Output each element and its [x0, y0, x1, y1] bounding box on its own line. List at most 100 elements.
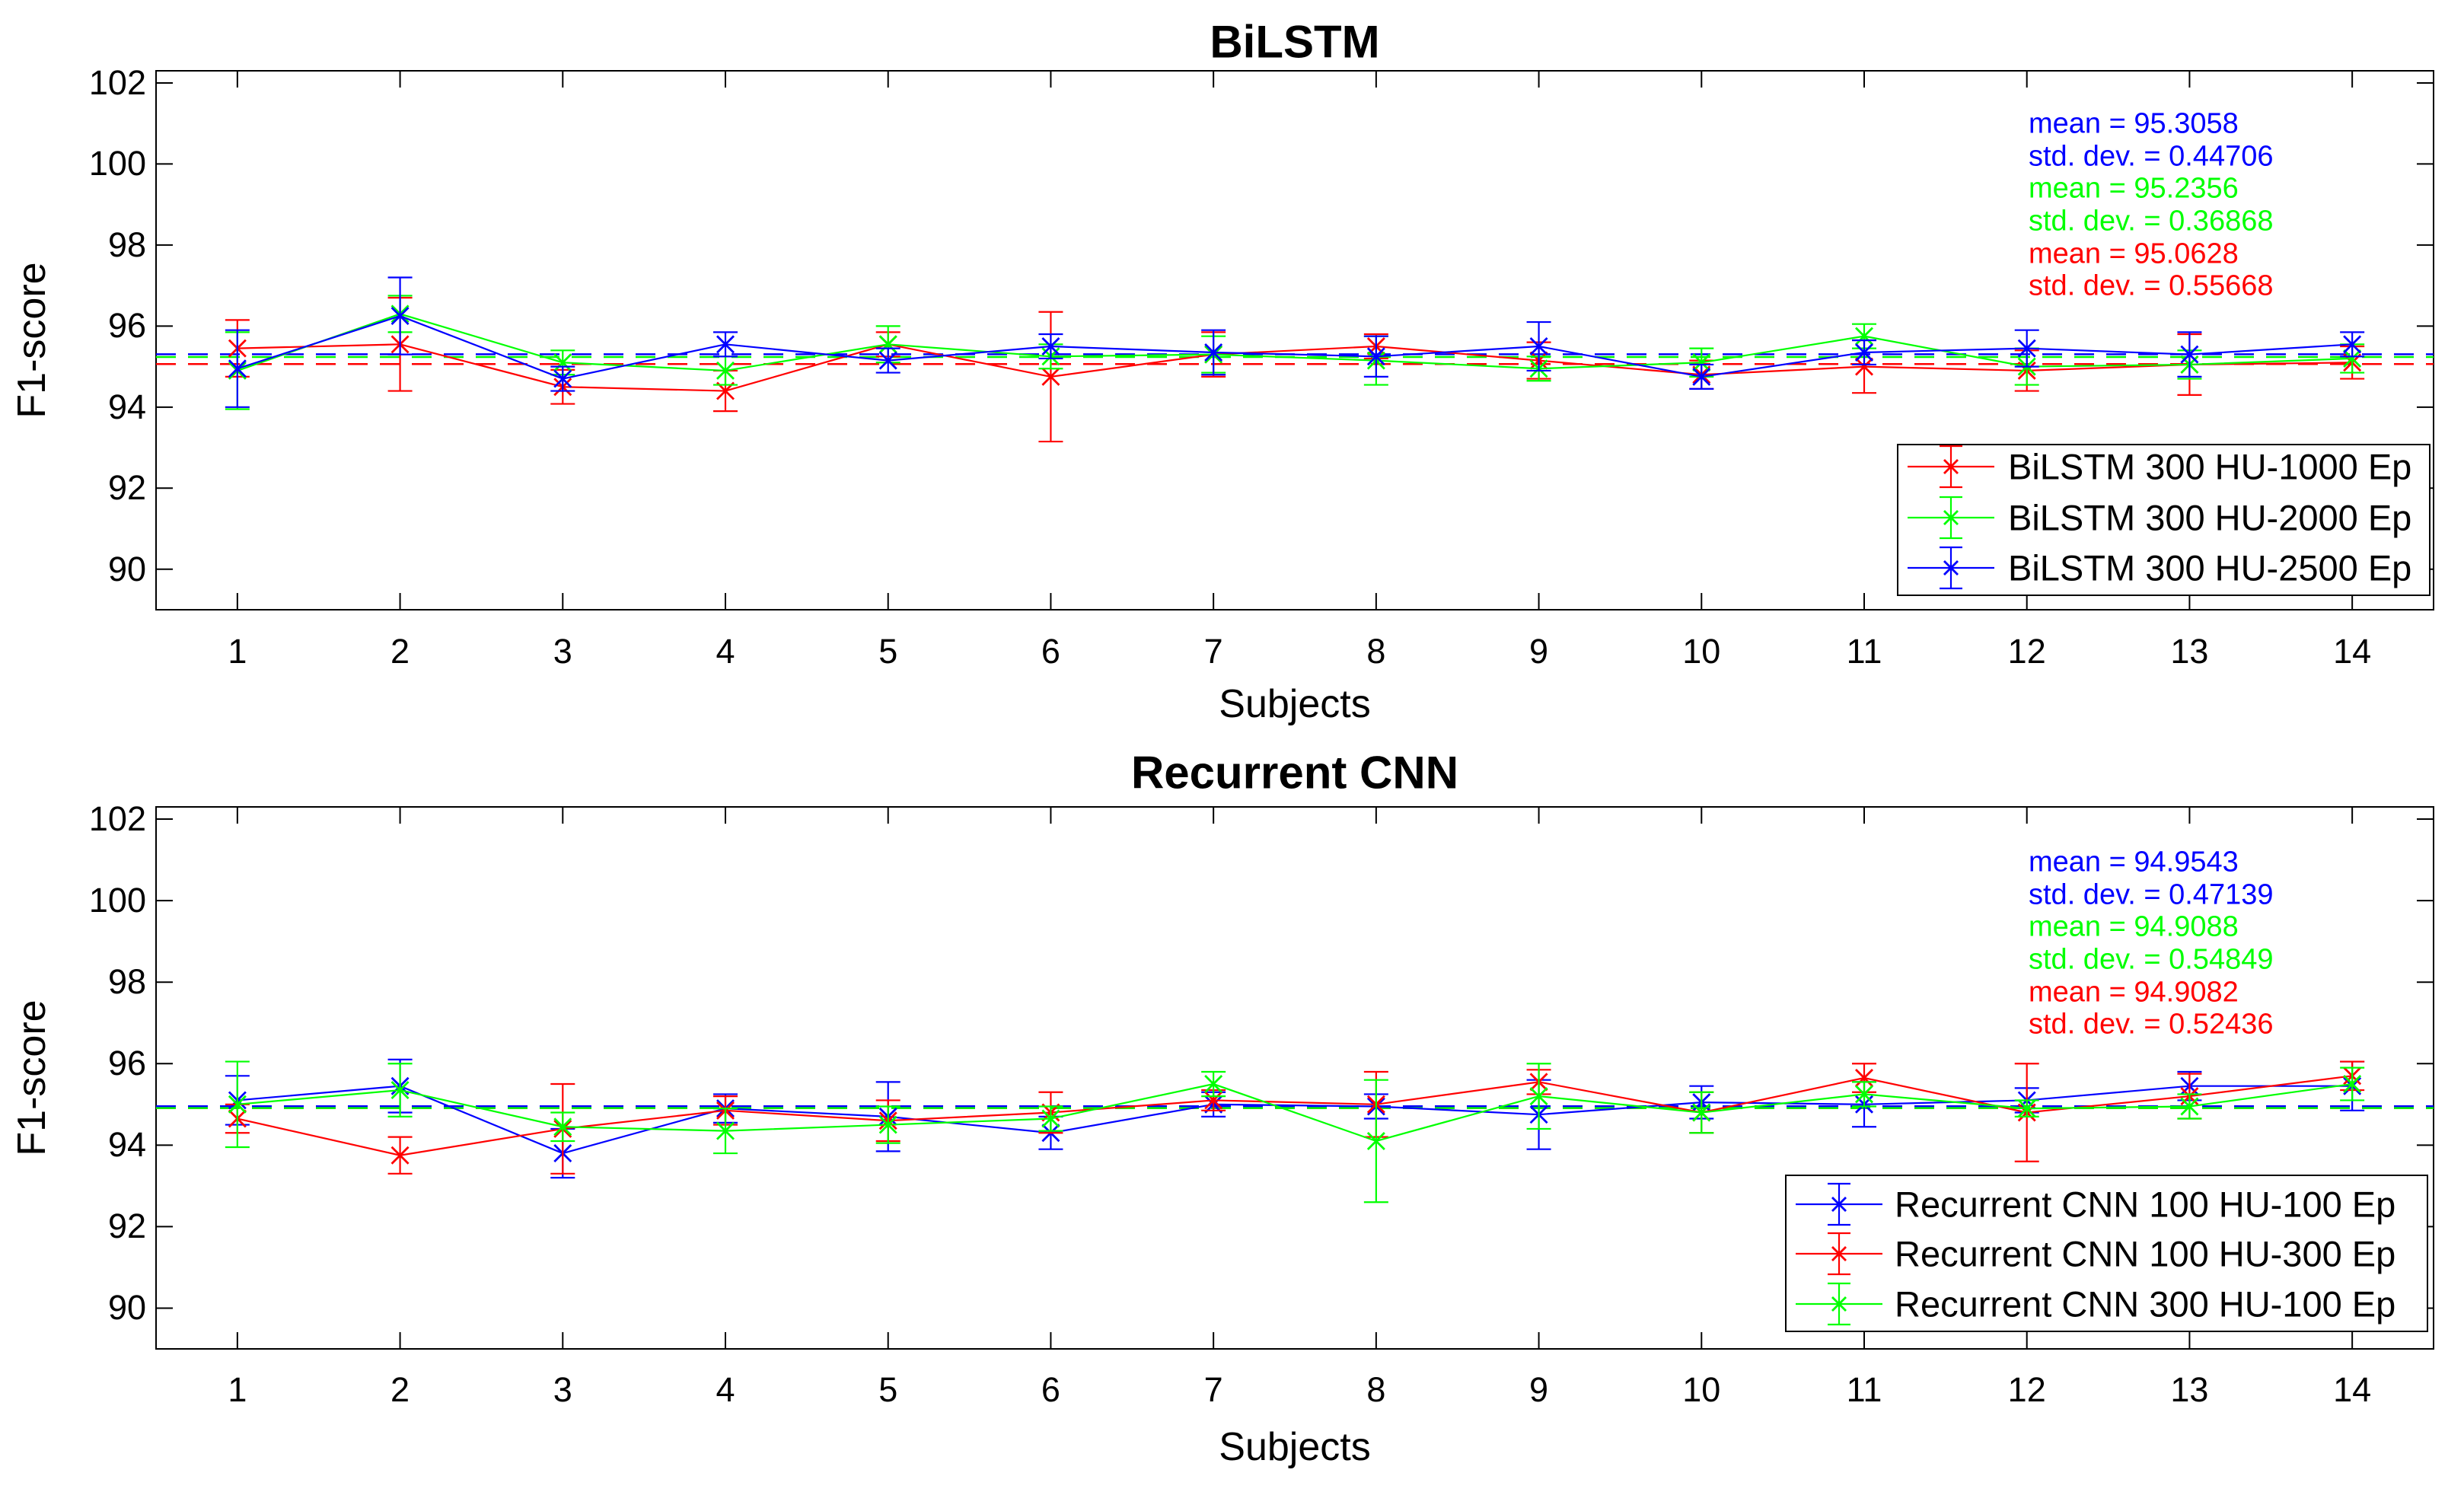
data-point-marker [228, 1095, 247, 1114]
data-point-marker [1692, 367, 1711, 386]
stats-annotation: mean = 94.9543 [2029, 846, 2239, 878]
plot-frame [155, 70, 2434, 611]
stats-annotation: mean = 95.0628 [2029, 238, 2239, 270]
legend-item-label: Recurrent CNN 100 HU-300 Ep [1895, 1233, 2396, 1274]
x-tick-label: 13 [2170, 632, 2209, 671]
stats-annotation: std. dev. = 0.44706 [2029, 140, 2274, 173]
x-axis-label-bottom: Subjects [1219, 1425, 1371, 1469]
x-tick-label: 2 [390, 1370, 410, 1409]
x-tick-label: 14 [2333, 1370, 2372, 1409]
data-point-marker [390, 1081, 410, 1100]
data-point-marker [1204, 1075, 1223, 1094]
legend [1897, 444, 2431, 596]
data-point-marker [1204, 1091, 1223, 1110]
data-point-marker [878, 1115, 897, 1134]
data-point-marker [878, 351, 897, 370]
data-point-marker [716, 1121, 735, 1140]
data-point-marker [2180, 1097, 2199, 1116]
y-tick-label: 90 [107, 1288, 146, 1328]
data-point-marker [2017, 339, 2036, 358]
legend-errorbar-marker [1796, 1232, 1882, 1276]
data-point-marker [2343, 1075, 2362, 1094]
data-point-marker [553, 353, 572, 372]
legend [1785, 1175, 2428, 1332]
y-tick-label: 98 [107, 962, 146, 1002]
y-tick-label: 92 [107, 1207, 146, 1246]
x-tick-label: 9 [1529, 1370, 1549, 1409]
x-tick-label: 8 [1366, 632, 1386, 671]
y-tick-label: 102 [88, 62, 146, 102]
data-point-marker [1855, 357, 1873, 376]
x-tick-label: 10 [1682, 632, 1721, 671]
x-axis-label-top: Subjects [1219, 682, 1371, 726]
legend-errorbar-marker [1796, 1282, 1882, 1326]
x-tick-label: 5 [878, 632, 898, 671]
stats-annotation: mean = 94.9082 [2029, 976, 2239, 1009]
x-tick-label: 11 [1846, 1370, 1882, 1409]
y-tick-label: 100 [88, 881, 146, 920]
data-point-marker [878, 335, 897, 354]
x-tick-label: 7 [1203, 1370, 1223, 1409]
stats-annotation: std. dev. = 0.55668 [2029, 269, 2274, 302]
y-tick-label: 100 [88, 144, 146, 183]
x-tick-label: 1 [228, 632, 247, 671]
x-tick-label: 8 [1366, 1370, 1386, 1409]
series-line [237, 1082, 2353, 1143]
legend-errorbar-marker [1796, 1182, 1882, 1226]
stats-annotation: mean = 94.9088 [2029, 910, 2239, 943]
stats-annotation: std. dev. = 0.52436 [2029, 1008, 2274, 1041]
legend-item-label: Recurrent CNN 100 HU-100 Ep [1895, 1184, 2396, 1225]
x-tick-label: 1 [228, 1370, 247, 1409]
data-point-marker [2343, 335, 2362, 354]
y-tick-label: 90 [107, 549, 146, 588]
data-point-marker [716, 335, 735, 354]
data-point-marker [390, 307, 410, 326]
y-axis-label-top: F1-score [10, 262, 54, 419]
x-tick-label: 10 [1682, 1370, 1721, 1409]
data-point-marker [1041, 367, 1060, 386]
series-line [237, 343, 2353, 392]
stats-annotation: std. dev. = 0.47139 [2029, 878, 2274, 911]
legend-item-label: BiLSTM 300 HU-1000 Ep [2008, 446, 2412, 487]
data-point-marker [1692, 1103, 1711, 1122]
x-tick-label: 3 [553, 632, 572, 671]
chart-title-recurrent-cnn: Recurrent CNN [1130, 747, 1459, 799]
data-point-marker [1855, 343, 1873, 362]
x-tick-label: 3 [553, 1370, 572, 1409]
x-tick-label: 6 [1041, 632, 1060, 671]
y-tick-label: 92 [107, 468, 146, 508]
series-line [237, 1085, 2353, 1155]
data-point-marker [1366, 347, 1385, 366]
data-point-marker [1041, 336, 1060, 355]
legend-item-label: BiLSTM 300 HU-2500 Ep [2008, 547, 2412, 588]
series-recurrent-cnn-300-hu-100-ep [225, 1060, 2365, 1203]
y-axis-label-bottom: F1-score [10, 999, 54, 1156]
y-tick-label: 94 [107, 387, 146, 426]
plot-frame [155, 806, 2434, 1350]
x-tick-label: 13 [2170, 1370, 2209, 1409]
x-tick-label: 4 [716, 1370, 735, 1409]
legend-item-label: BiLSTM 300 HU-2000 Ep [2008, 497, 2412, 538]
data-point-marker [2180, 345, 2199, 364]
legend-item-label: Recurrent CNN 300 HU-100 Ep [1895, 1283, 2396, 1325]
x-tick-label: 12 [2007, 632, 2046, 671]
legend-errorbar-marker [1908, 496, 1994, 540]
data-point-marker [1855, 327, 1873, 346]
data-point-marker [1692, 353, 1711, 372]
stats-annotation: mean = 95.3058 [2029, 107, 2239, 140]
series-line [237, 314, 2353, 380]
data-point-marker [1529, 336, 1548, 355]
y-tick-label: 96 [107, 1044, 146, 1083]
data-point-marker [1204, 343, 1223, 362]
x-tick-label: 14 [2333, 632, 2372, 671]
x-tick-label: 4 [716, 632, 735, 671]
data-point-marker [716, 361, 735, 380]
data-point-marker [1529, 1087, 1548, 1106]
y-tick-label: 102 [88, 799, 146, 839]
x-tick-label: 6 [1041, 1370, 1060, 1409]
series-line [237, 313, 2353, 372]
chart-title-bilstm: BiLSTM [1210, 16, 1380, 68]
